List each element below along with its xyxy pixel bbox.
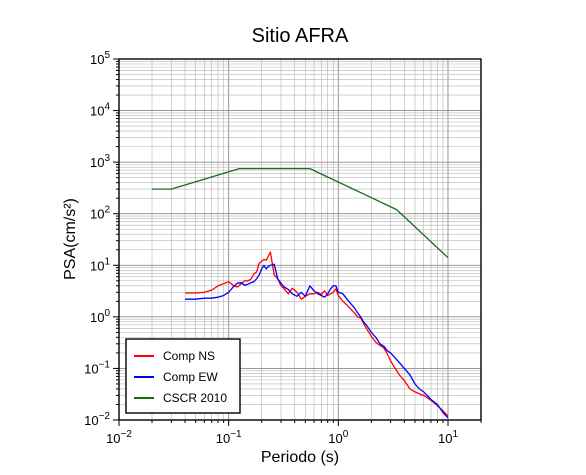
y-tick-label: 102: [90, 205, 110, 222]
legend-label: CSCR 2010: [163, 391, 227, 405]
y-tick-label: 100: [90, 308, 110, 325]
y-axis-label: PSA(cm/s²): [62, 198, 79, 280]
legend-label: Comp EW: [163, 370, 218, 384]
x-tick-label: 100: [328, 429, 348, 446]
x-axis-label: Periodo (s): [261, 449, 339, 466]
legend-label: Comp NS: [163, 349, 215, 363]
series-line-2: [185, 263, 449, 419]
legend: Comp NS Comp EW CSCR 2010: [125, 338, 241, 414]
y-tick-label: 10−1: [84, 359, 110, 376]
series-line-3: [152, 167, 449, 259]
y-axis-ticks: 10−2 10−1 100 101 102 103 104 105: [84, 50, 119, 428]
x-tick-label: 10−2: [106, 429, 132, 446]
y-tick-label: 104: [90, 102, 110, 119]
x-axis-ticks: 10−2 10−1 100 101: [106, 420, 482, 446]
y-tick-label: 10−2: [84, 411, 110, 428]
x-tick-label: 10−1: [216, 429, 242, 446]
y-tick-label: 103: [90, 153, 110, 170]
series-layer: [152, 167, 449, 419]
y-tick-label: 101: [90, 256, 110, 273]
grid-lines: [118, 58, 482, 421]
series-line-1: [185, 251, 449, 417]
y-tick-label: 105: [90, 50, 110, 67]
plot-frame: [118, 58, 482, 421]
x-tick-label: 101: [438, 429, 458, 446]
chart-title: Sitio AFRA: [252, 25, 349, 47]
